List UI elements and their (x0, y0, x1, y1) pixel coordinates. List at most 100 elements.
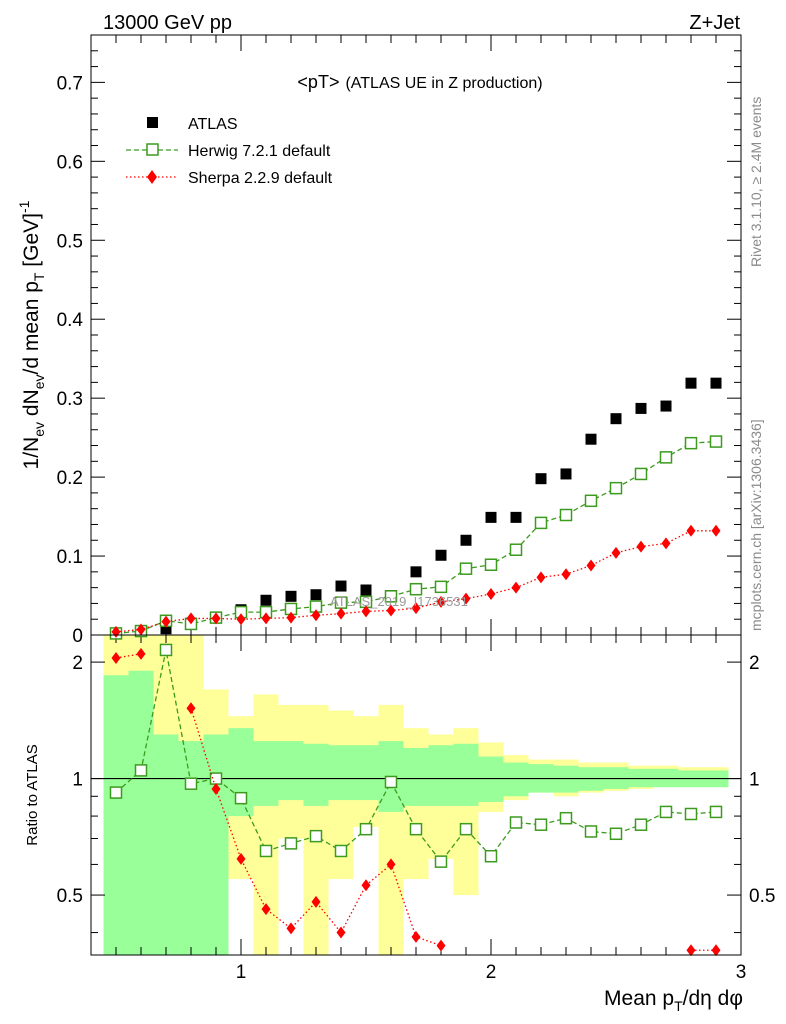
main-point-sherpa-1 (136, 623, 146, 636)
band-inner-16 (503, 762, 529, 797)
main-y-axis-label: 1/Nev dNev/d mean pT [GeV]-1 (16, 200, 47, 469)
ratio-point-herwig-8 (309, 829, 323, 843)
plot-title: <pT> (ATLAS UE in Z production) (297, 72, 542, 92)
main-point-atlas-18 (560, 468, 572, 480)
ratio-point-herwig-9 (334, 844, 348, 858)
ratio-point-herwig-10 (359, 822, 373, 836)
ratio-point-herwig-14 (459, 822, 473, 836)
ratio-point-herwig-1 (134, 764, 148, 777)
ratio-point-sherpa-23 (686, 944, 696, 957)
main-point-sherpa-14 (461, 592, 471, 605)
ratio-point-herwig-20 (609, 827, 623, 841)
main-y-tick-label: 0.6 (57, 152, 83, 173)
band-inner-8 (303, 743, 329, 806)
main-point-sherpa-24 (711, 524, 721, 537)
main-point-atlas-19 (585, 433, 597, 445)
ratio-point-herwig-6 (259, 844, 273, 858)
band-inner-13 (428, 745, 454, 806)
main-point-atlas-7 (285, 590, 297, 602)
main-point-sherpa-16 (511, 581, 521, 594)
x-tick-label: 2 (486, 962, 497, 983)
legend-label-atlas: ATLAS (188, 116, 238, 133)
main-point-atlas-21 (635, 402, 647, 414)
band-inner-14 (453, 743, 479, 806)
ratio-point-herwig-18 (559, 811, 573, 825)
main-point-sherpa-5 (236, 613, 246, 626)
main-point-herwig-14 (459, 562, 473, 575)
ratio-point-sherpa-11 (386, 858, 396, 871)
main-point-atlas-23 (685, 377, 697, 389)
main-point-sherpa-19 (586, 559, 596, 572)
ratio-y-tick-label-right: 0.5 (749, 886, 775, 907)
x-axis-label: Mean pT/dη dφ (604, 987, 743, 1014)
ratio-line-1 (115, 653, 142, 659)
band-inner-2 (153, 734, 179, 955)
main-point-atlas-10 (360, 584, 372, 596)
main-y-tick-label: 0.2 (57, 468, 83, 489)
plot-title-main: <pT> (297, 72, 339, 92)
main-point-sherpa-13 (436, 595, 446, 608)
ratio-point-herwig-5 (234, 791, 248, 805)
band-inner-6 (253, 741, 279, 806)
ratio-point-sherpa-6 (261, 903, 271, 916)
main-point-herwig-23 (684, 436, 698, 450)
main-point-atlas-8 (310, 589, 322, 601)
ratio-point-herwig-23 (684, 807, 698, 821)
legend-label-sherpa: Sherpa 2.2.9 default (188, 170, 333, 187)
band-inner-12 (403, 747, 429, 806)
main-point-sherpa-6 (261, 612, 271, 625)
band-inner-10 (353, 745, 379, 801)
main-point-herwig-18 (559, 508, 573, 522)
ratio-point-sherpa-3 (186, 702, 196, 715)
ratio-point-sherpa-4 (211, 782, 221, 795)
ratio-point-sherpa-13 (436, 939, 446, 952)
band-inner-3 (178, 741, 204, 955)
main-point-herwig-21 (634, 467, 648, 481)
legend-marker-sherpa (147, 170, 157, 184)
main-point-sherpa-23 (686, 524, 696, 537)
main-point-herwig-13 (434, 580, 448, 594)
ratio-point-herwig-19 (584, 825, 598, 838)
legend: ATLAS Herwig 7.2.1 default Sherpa 2.2.9 … (126, 116, 333, 187)
main-point-sherpa-3 (186, 612, 196, 625)
ratio-panel-frame (90, 634, 742, 956)
ratio-point-sherpa-0 (111, 651, 121, 664)
ratio-point-herwig-15 (484, 849, 498, 863)
ratio-uncertainty-bands (91, 635, 741, 955)
main-point-herwig-19 (584, 494, 598, 508)
ratio-y-tick-label: 2 (72, 653, 83, 674)
ratio-point-herwig-22 (659, 805, 673, 819)
ratio-point-sherpa-10 (361, 879, 371, 892)
main-point-atlas-24 (710, 377, 722, 389)
band-inner-4 (203, 734, 229, 955)
main-point-atlas-14 (460, 534, 472, 546)
main-point-sherpa-22 (661, 537, 671, 550)
main-point-sherpa-20 (611, 546, 621, 559)
legend-entry-sherpa: Sherpa 2.2.9 default (126, 170, 333, 187)
ratio-point-herwig-24 (709, 805, 723, 819)
band-outer-6 (253, 694, 279, 955)
ratio-point-herwig-13 (434, 855, 448, 868)
plot-title-suffix: (ATLAS UE in Z production) (345, 75, 542, 92)
ratio-point-sherpa-5 (236, 852, 246, 865)
band-inner-9 (328, 745, 354, 801)
main-y-tick-label: 0 (72, 626, 83, 647)
main-y-tick-label: 0.5 (57, 231, 83, 252)
x-tick-label: 3 (736, 962, 747, 983)
ratio-point-herwig-17 (534, 818, 548, 831)
legend-marker-atlas (147, 117, 158, 128)
legend-entry-atlas: ATLAS (147, 116, 238, 133)
ratio-point-sherpa-24 (711, 944, 721, 957)
main-point-sherpa-11 (386, 604, 396, 617)
main-point-sherpa-9 (336, 607, 346, 620)
main-point-sherpa-12 (411, 602, 421, 615)
ratio-point-herwig-11 (384, 775, 398, 789)
main-point-herwig-17 (534, 516, 548, 530)
legend-label-herwig: Herwig 7.2.1 default (188, 143, 331, 160)
main-point-sherpa-10 (361, 605, 371, 618)
ratio-point-herwig-0 (109, 786, 123, 799)
main-point-herwig-12 (409, 582, 423, 596)
main-y-tick-label: 0.4 (57, 310, 84, 331)
watermark: ATLAS_2019_I1736531 (330, 594, 468, 609)
